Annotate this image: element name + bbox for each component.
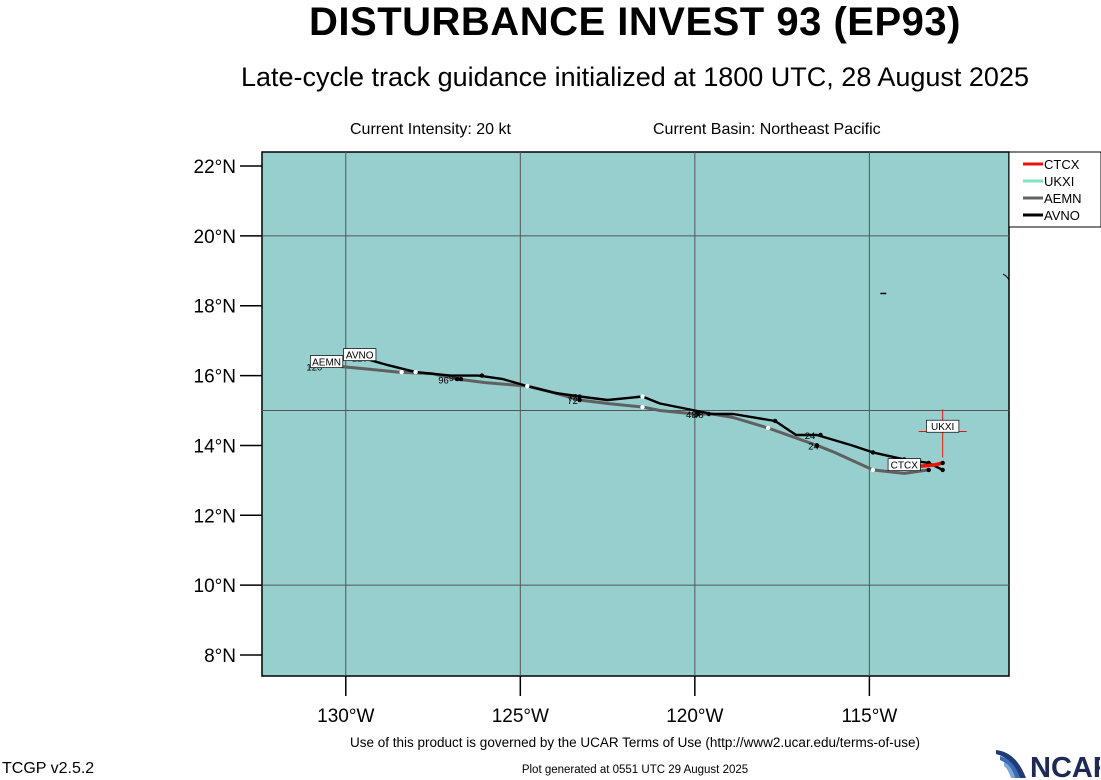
track-point-aemn — [640, 404, 645, 410]
version-label: TCGP v2.5.2 — [2, 760, 95, 777]
forecast-hour-label: 96 — [438, 375, 449, 386]
track-tags: AEMN AVNO CTCX UKXI — [310, 348, 960, 472]
track-tag-box — [887, 458, 921, 472]
track-tag-box — [310, 355, 344, 368]
current-basin: Current Basin: Northeast Pacific — [653, 121, 881, 138]
y-tick-label: 10°N — [194, 576, 236, 597]
ncar-logo: NCAR — [996, 750, 1100, 780]
track-line-ctcx — [918, 461, 944, 469]
track-point-aemn — [577, 397, 582, 403]
legend-label-aemn: AEMN — [1044, 191, 1082, 206]
track-point-ctcx — [940, 460, 945, 466]
y-tick-label: 18°N — [194, 297, 236, 318]
forecast-hour-label: 48 — [686, 410, 697, 421]
axes: 8°N 10°N 12°N 14°N 16°N 18°N 20°N 22°N 130°W 125°… — [194, 157, 898, 727]
forecast-hour-label: 72 — [567, 396, 578, 407]
track-tag-label: UKXI — [931, 422, 954, 433]
track-line-avno — [362, 356, 944, 471]
forecast-hour-label: 24 — [808, 442, 819, 453]
y-tick-label: 12°N — [194, 506, 236, 527]
plot-border — [261, 151, 1010, 677]
land-features — [880, 273, 1010, 295]
track-point-aemn — [926, 467, 931, 473]
track-point-avno — [818, 432, 823, 438]
legend-label-avno: AVNO — [1044, 208, 1080, 223]
y-tick-label: 20°N — [194, 227, 236, 248]
track-point-avno — [458, 376, 464, 382]
y-tick-label: 16°N — [194, 367, 236, 388]
x-tick-label: 115°W — [841, 706, 897, 727]
track-point-avno — [706, 411, 712, 417]
track-point-avno — [413, 369, 418, 375]
y-tick-label: 22°N — [194, 157, 236, 178]
legend-label-ukxi: UKXI — [1044, 174, 1074, 189]
track-point-avno — [640, 394, 645, 399]
chart-title: DISTURBANCE INVEST 93 (EP93) — [309, 0, 961, 44]
track-point-aemn — [455, 376, 460, 382]
ncar-logo-text: NCAR — [1030, 752, 1100, 780]
track-point-avno — [940, 467, 945, 473]
track-point-avno — [772, 418, 778, 424]
forecast-hour-label: 24 — [805, 431, 816, 442]
track-tag-label: AEMN — [312, 358, 341, 369]
track-tag-label: CTCX — [891, 461, 919, 472]
map-frame — [261, 151, 1010, 677]
track-point-aemn — [814, 443, 820, 448]
terms-of-use: Use of this product is governed by the U… — [350, 735, 920, 750]
coastline-shape — [1002, 273, 1010, 281]
track-point-avno — [577, 394, 582, 399]
legend: CTCX UKXI AEMN AVNO — [1008, 151, 1101, 228]
x-tick-label: 120°W — [666, 706, 723, 727]
track-tag-label: AVNO — [346, 351, 374, 362]
track-point-avno — [870, 450, 876, 455]
track-point-aemn — [870, 467, 876, 473]
current-intensity: Current Intensity: 20 kt — [350, 121, 511, 138]
legend-label-ctcx: CTCX — [1044, 157, 1080, 172]
track-point-aemn — [696, 411, 701, 417]
ncar-logo-swoosh-icon — [996, 750, 1026, 778]
plot-generated-time: Plot generated at 0551 UTC 29 August 202… — [521, 764, 749, 776]
x-tick-label: 130°W — [317, 706, 374, 727]
track-point-aemn — [765, 425, 771, 431]
track-tag-box — [926, 419, 960, 433]
track-point-avno — [479, 373, 485, 378]
forecast-hour-label: 96 — [449, 373, 460, 384]
y-tick-label: 14°N — [194, 436, 236, 457]
ocean-area — [262, 152, 1009, 676]
x-tick-label: 125°W — [492, 706, 549, 727]
track-point-avno — [525, 383, 530, 389]
forecast-hour-label: 48 — [693, 410, 704, 421]
track-tag-box — [343, 348, 377, 361]
chart-subtitle: Late-cycle track guidance initialized at… — [241, 62, 1029, 92]
forecast-hour-label: 72 — [567, 393, 578, 404]
track-point-aemn — [399, 369, 404, 375]
y-tick-label: 8°N — [204, 646, 236, 667]
